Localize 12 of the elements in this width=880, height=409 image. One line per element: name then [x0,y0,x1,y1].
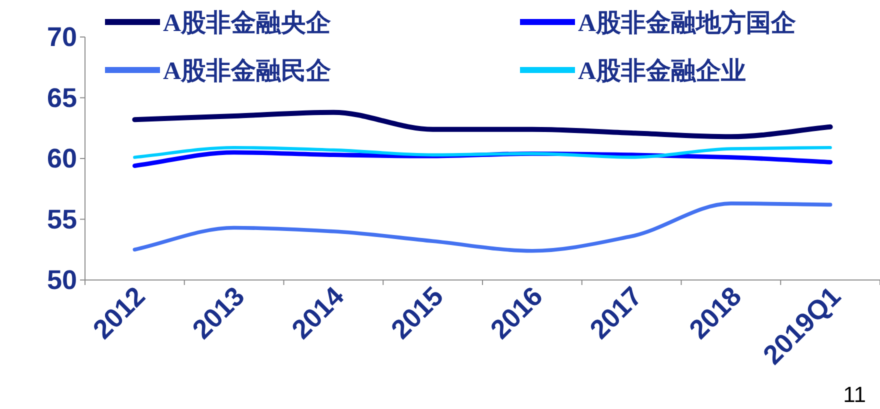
legend-label: A股非金融央企 [163,9,332,37]
legend-label: A股非金融地方国企 [578,9,796,37]
y-tick-label: 65 [46,82,77,113]
line-series [132,202,832,253]
y-tick-label: 55 [46,204,77,234]
legend-label: A股非金融企业 [578,57,746,85]
y-tick-label: 50 [46,265,77,295]
y-tick-label: 60 [46,144,77,174]
legend-label: A股非金融民企 [163,57,332,85]
line-series [133,146,832,159]
text: 11 [843,382,866,407]
y-tick-label: 70 [46,22,77,52]
